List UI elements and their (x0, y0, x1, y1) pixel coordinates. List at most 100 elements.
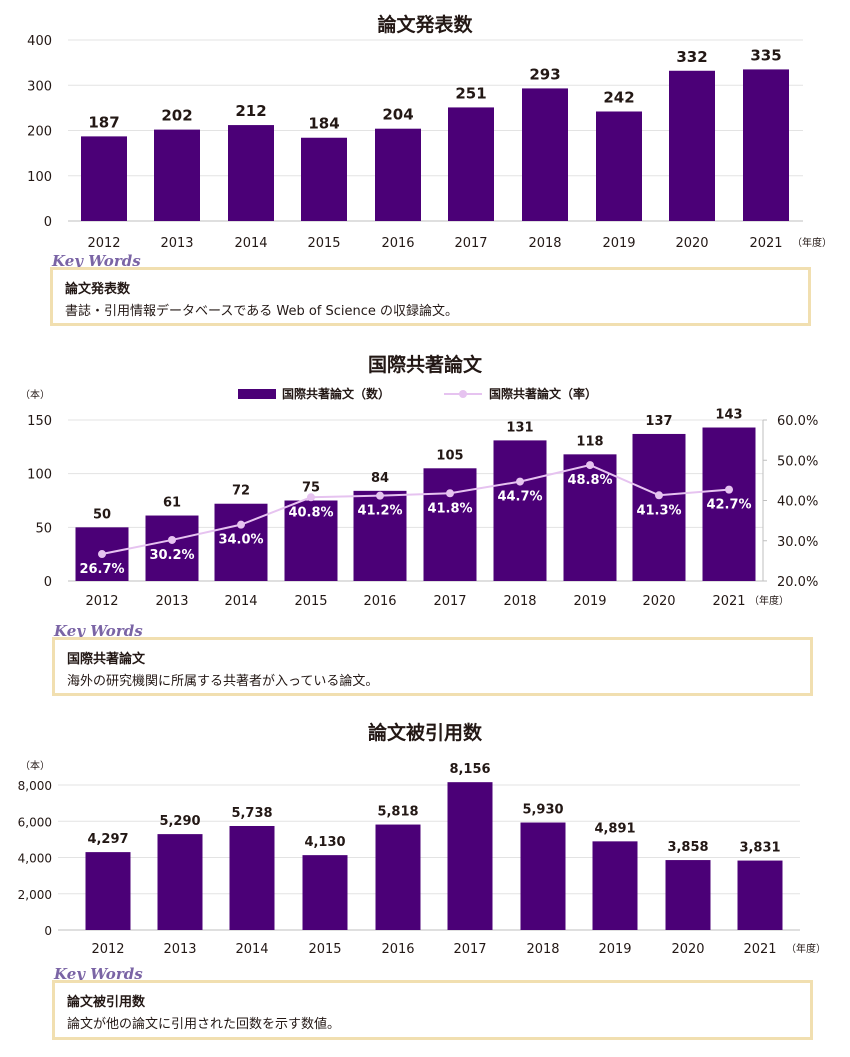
chart1-bar-value-label: 202 (161, 107, 192, 125)
keywords2-label: Key Words (54, 622, 143, 640)
chart2-bar-value-label: 72 (232, 484, 250, 499)
chart2-rate-point (725, 485, 733, 494)
chart1-bar (669, 70, 715, 221)
chart1-xtick-label: 2019 (602, 236, 635, 251)
chart1-bar (522, 88, 568, 221)
chart2-y2tick-label: 30.0% (777, 535, 818, 550)
chart1-bar-value-label: 204 (382, 106, 413, 124)
chart1-bar-value-label: 184 (308, 115, 339, 133)
chart2-rate-label: 41.8% (427, 501, 472, 516)
chart3-xtick-label: 2021 (743, 942, 776, 957)
chart3-bar-value-label: 5,290 (159, 814, 200, 829)
chart1-xtick-label: 2015 (307, 236, 340, 251)
chart2-xtick-label: 2015 (294, 594, 327, 609)
keywords3-term: 論文被引用数 (67, 995, 146, 1010)
chart2-rate-point (376, 491, 384, 500)
chart1-x-unit: （年度） (792, 236, 832, 249)
chart2-bar (563, 454, 617, 581)
chart2-rate-label: 48.8% (567, 473, 612, 488)
chart2-bar (284, 500, 338, 581)
chart3-bar-value-label: 5,738 (231, 806, 272, 821)
chart1-xtick-label: 2014 (234, 236, 267, 251)
chart3-bar (157, 834, 203, 930)
chart1-bar-value-label: 251 (455, 84, 486, 102)
chart2-xtick-label: 2016 (363, 594, 396, 609)
chart3-bar-value-label: 3,858 (667, 840, 708, 855)
chart2-bar-value-label: 105 (436, 448, 463, 463)
keywords1-description: 書誌・引用情報データベースである Web of Science の収録論文。 (65, 304, 459, 319)
chart2-xtick-label: 2021 (712, 594, 745, 609)
chart2-xtick-label: 2018 (503, 594, 536, 609)
chart3-x-unit: （年度） (786, 942, 826, 955)
chart1-bar (375, 128, 421, 221)
chart2-legend-label-bar: 国際共著論文（数） (282, 386, 390, 401)
chart1-xtick-label: 2012 (87, 236, 120, 251)
chart3-bar-value-label: 4,297 (87, 832, 128, 847)
keywords3-label: Key Words (54, 965, 143, 983)
chart3-xtick-label: 2017 (453, 942, 486, 957)
chart2-rate-point (237, 520, 245, 529)
chart1-bar (154, 129, 200, 221)
chart3-bar (665, 860, 711, 930)
chart2-rate-label: 42.7% (706, 498, 751, 513)
chart2-bar-value-label: 75 (302, 481, 320, 496)
chart2-bar-value-label: 118 (576, 434, 603, 449)
chart2-y2tick-label: 40.0% (777, 495, 818, 510)
chart2-bar (493, 440, 547, 581)
chart1-xtick-label: 2020 (675, 236, 708, 251)
chart1-xtick-label: 2016 (381, 236, 414, 251)
chart3-ytick-label: 6,000 (18, 815, 52, 829)
chart2-xtick-label: 2019 (573, 594, 606, 609)
chart1-ytick-label: 400 (27, 34, 52, 49)
chart2-xtick-label: 2013 (155, 594, 188, 609)
keywords2-box: 国際共著論文 海外の研究機関に所属する共著者が入っている論文。 (52, 637, 813, 696)
chart2-rate-point (446, 489, 454, 498)
chart2-bar (214, 503, 268, 581)
keywords2-description: 海外の研究機関に所属する共著者が入っている論文。 (67, 674, 379, 689)
chart2-rate-label: 34.0% (218, 533, 263, 548)
chart2-rate-label: 44.7% (497, 490, 542, 505)
chart1-bar-value-label: 242 (603, 88, 634, 106)
chart2-y-unit: （本） (20, 388, 50, 401)
chart2-rate-point (655, 491, 663, 500)
chart3-bar-value-label: 8,156 (449, 762, 490, 777)
chart1-bar (743, 69, 789, 221)
chart1-xtick-label: 2021 (749, 236, 782, 251)
chart1-ytick-label: 0 (44, 215, 52, 230)
chart3-ytick-label: 2,000 (18, 888, 52, 902)
chart3-xtick-label: 2020 (671, 942, 704, 957)
chart2-bar-value-label: 84 (371, 471, 389, 486)
chart3-plot: 0 2,000 4,000 6,000 8,000 （本） 4,297 5,290 5,738 4… (18, 759, 826, 957)
chart3-ytick-label: 8,000 (18, 779, 52, 793)
chart2-rate-point (516, 477, 524, 486)
chart2-rate-label: 26.7% (79, 562, 124, 577)
chart3-xtick-label: 2019 (598, 942, 631, 957)
chart2-legend-label-line: 国際共著論文（率） (489, 386, 597, 401)
chart1-bar-value-label: 335 (750, 46, 781, 64)
chart2-y2tick-label: 20.0% (777, 575, 818, 590)
keywords1-box: 論文発表数 書誌・引用情報データベースである Web of Science の収… (50, 267, 811, 326)
chart2-rate-point (586, 461, 594, 470)
chart3-xtick-label: 2015 (308, 942, 341, 957)
chart2-rate-label: 30.2% (149, 548, 194, 563)
chart3-xtick-label: 2012 (91, 942, 124, 957)
chart3-ytick-label: 0 (44, 924, 52, 938)
chart2-x-unit: （年度） (749, 594, 789, 607)
chart1-plot: 0 100 200 300 400 187 202 212 184 204 251 293 242 332… (27, 34, 832, 251)
chart2-legend-swatch-bar (238, 389, 276, 399)
chart3-y-unit: （本） (20, 759, 50, 772)
chart3-bar-value-label: 4,130 (304, 835, 345, 850)
chart3-bar (302, 855, 348, 930)
chart1-ytick-label: 100 (27, 170, 52, 185)
chart2-ytick-label: 150 (27, 414, 52, 429)
chart2-bar-value-label: 131 (506, 420, 533, 435)
chart3-bar-value-label: 4,891 (594, 821, 635, 836)
chart3-bar (229, 825, 275, 930)
chart1-bar (228, 125, 274, 221)
chart1-bar (81, 136, 127, 221)
chart2-ytick-label: 100 (27, 468, 52, 483)
chart1-bar-value-label: 187 (88, 113, 119, 131)
chart3-title: 論文被引用数 (367, 722, 482, 744)
chart2-rate-label: 41.2% (357, 504, 402, 519)
chart3-bar-value-label: 5,930 (522, 803, 563, 818)
